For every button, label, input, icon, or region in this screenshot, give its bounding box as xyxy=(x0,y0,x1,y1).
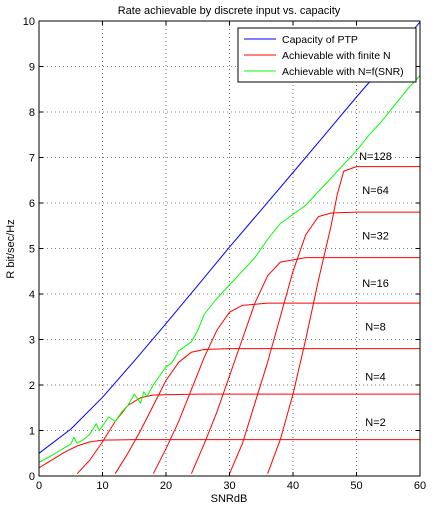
y-tick-label: 1 xyxy=(29,426,35,438)
annotation-label: N=16 xyxy=(362,278,389,290)
y-tick-label: 9 xyxy=(29,62,35,74)
y-tick-label: 10 xyxy=(23,16,35,28)
series-line-capacity-of-ptp xyxy=(38,21,421,454)
x-axis-label: SNRdB xyxy=(211,493,248,505)
chart-title: Rate achievable by discrete input vs. ca… xyxy=(118,5,341,17)
series-lines xyxy=(38,21,421,475)
y-tick-label: 4 xyxy=(29,289,35,301)
y-tick-label: 2 xyxy=(29,380,35,392)
series-line-n-64 xyxy=(229,211,420,474)
x-tick-label: 10 xyxy=(96,480,108,492)
series-line-achievable-with-n-f-snr xyxy=(38,75,421,463)
x-tick-label: 0 xyxy=(36,480,42,492)
legend-label: Achievable with N=f(SNR) xyxy=(282,66,404,78)
series-line-n-4 xyxy=(76,393,420,475)
annotation-label: N=8 xyxy=(365,321,386,333)
axis-ticks: 0 10 20 30 40 50 60 0 1 2 3 4 5 6 7 8 9 10 xyxy=(23,16,426,492)
x-tick-label: 40 xyxy=(287,480,299,492)
series-line-n-16 xyxy=(152,302,420,474)
y-tick-label: 8 xyxy=(29,107,35,119)
y-tick-label: 6 xyxy=(29,198,35,210)
y-tick-label: 7 xyxy=(29,153,35,165)
x-tick-label: 50 xyxy=(350,480,362,492)
y-tick-label: 3 xyxy=(29,335,35,347)
series-line-n-8 xyxy=(114,348,420,474)
x-tick-label: 20 xyxy=(160,480,172,492)
annotation-label: N=4 xyxy=(365,371,386,383)
legend-label: Capacity of PTP xyxy=(282,34,358,46)
annotation-label: N=32 xyxy=(362,230,389,242)
x-tick-label: 60 xyxy=(414,480,426,492)
annotation-label: N=64 xyxy=(362,185,389,197)
y-tick-label: 5 xyxy=(29,244,35,256)
series-annotations: N=128 N=64 N=32 N=16 N=8 N=4 N=2 xyxy=(359,151,392,429)
annotation-label: N=2 xyxy=(365,417,386,429)
y-axis-label: R bit/sec/Hz xyxy=(5,219,17,278)
legend-label: Achievable with finite N xyxy=(282,50,391,62)
series-line-n-32 xyxy=(190,257,420,474)
x-tick-label: 30 xyxy=(223,480,235,492)
series-line-n-2 xyxy=(38,439,420,469)
legend: Capacity of PTP Achievable with finite N A… xyxy=(237,27,417,83)
y-tick-label: 0 xyxy=(29,471,35,483)
series-line-n-128 xyxy=(267,166,420,474)
annotation-label: N=128 xyxy=(359,151,392,163)
